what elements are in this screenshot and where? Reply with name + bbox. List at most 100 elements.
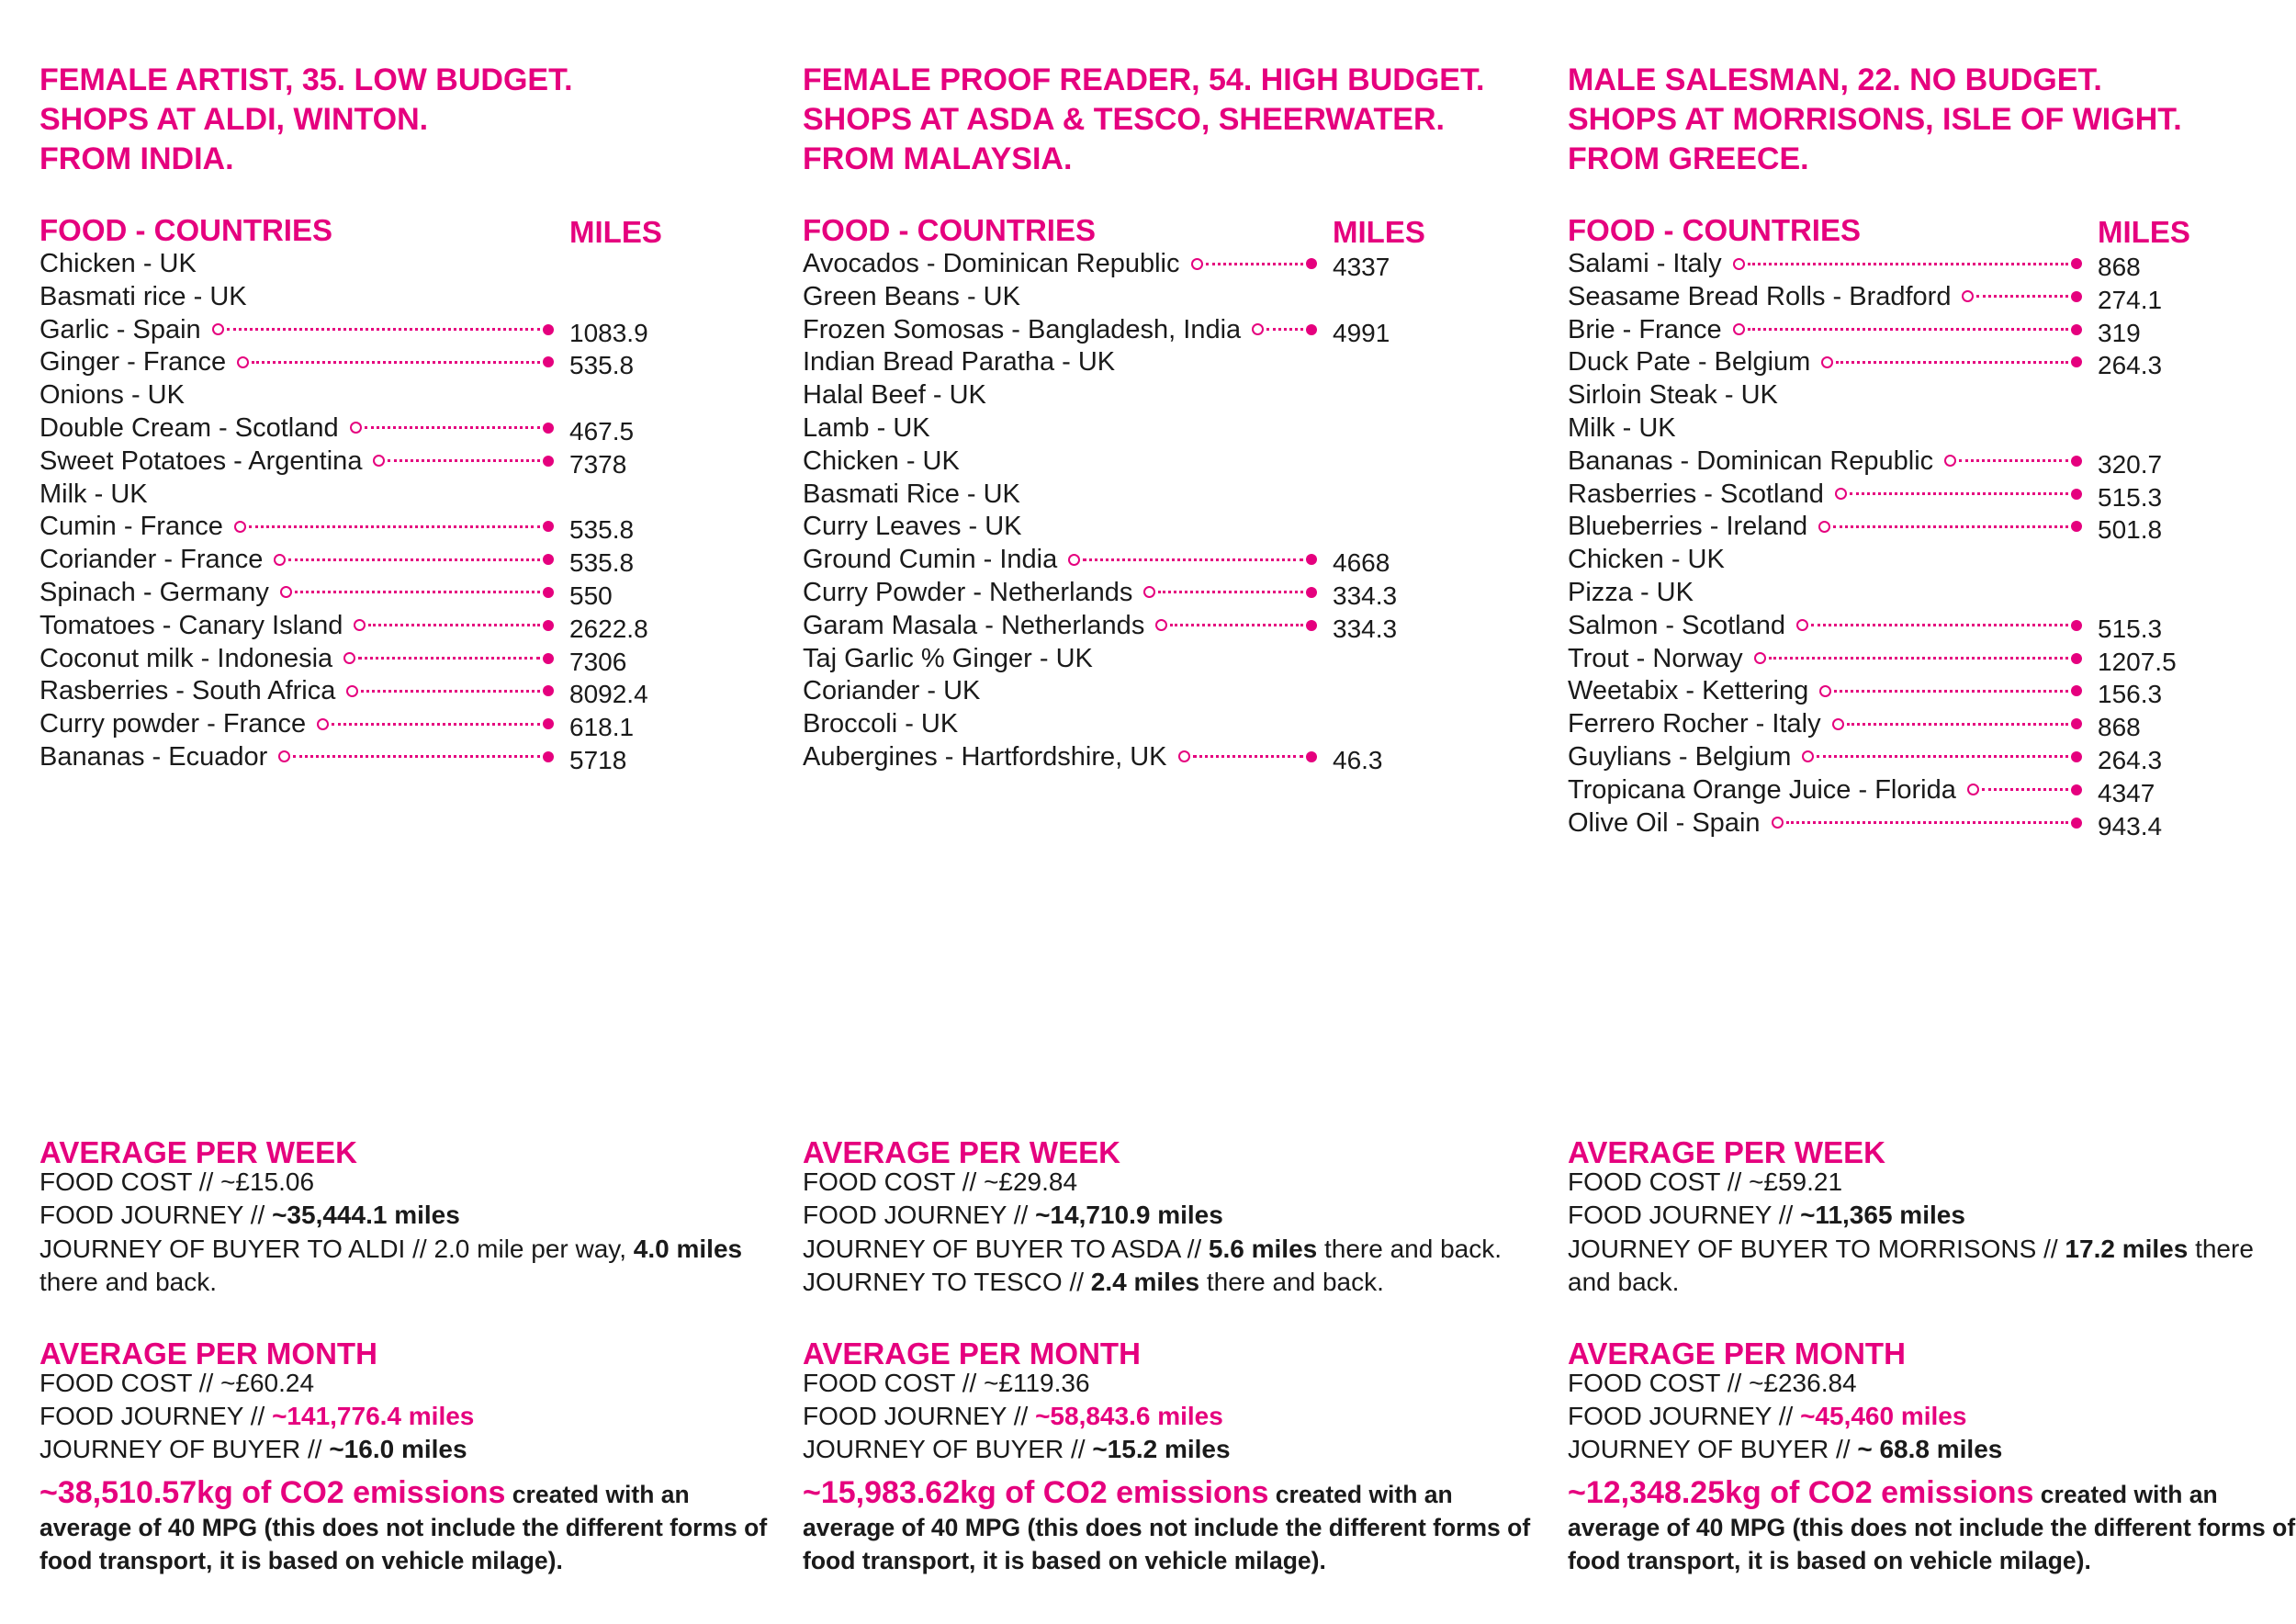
food-row: Taj Garlic % Ginger - UK (803, 641, 1556, 674)
origin-dot-icon (1252, 323, 1264, 336)
origin-dot-icon (1068, 553, 1080, 566)
food-row: Indian Bread Paratha - UK (803, 344, 1556, 378)
month-food-cost-value: ~£119.36 (984, 1369, 1090, 1397)
origin-dot-icon (1835, 488, 1847, 501)
buyer-journey-segment: 5.6 miles (1208, 1235, 1318, 1263)
profile-column-proof-reader: FEMALE PROOF READER, 54. HIGH BUDGET. SH… (803, 0, 1556, 1624)
week-food-cost: FOOD COST // ~£15.06 (39, 1167, 315, 1196)
food-item-label: Halal Beef - UK (803, 380, 986, 411)
food-item-label: Coriander - UK (803, 676, 981, 706)
food-item-miles: 4991 (1333, 318, 1390, 347)
food-countries-header: FOOD - COUNTRIES (803, 213, 1096, 247)
dotted-leader-line (1959, 459, 2068, 463)
food-item-miles: 5718 (569, 745, 627, 774)
food-item-miles: 1207.5 (2098, 647, 2177, 676)
average-per-month-title: AVERAGE PER MONTH (803, 1336, 1141, 1370)
food-row: Milk - UK (1568, 411, 2296, 444)
food-item-label: Curry Leaves - UK (803, 512, 1022, 542)
profile-heading-line: FROM MALAYSIA. (803, 141, 1073, 176)
dotted-leader-line (368, 624, 540, 627)
food-row: Coriander - UK (803, 673, 1556, 706)
buyer-journey-segment: JOURNEY OF BUYER TO ALDI // 2.0 mile per… (39, 1235, 634, 1263)
profile-heading: FEMALE ARTIST, 35. LOW BUDGET. SHOPS AT … (39, 61, 573, 179)
food-item-label: Ground Cumin - India (803, 545, 1058, 575)
destination-dot-icon (2071, 258, 2082, 269)
dotted-leader-line (293, 755, 540, 759)
buyer-journey-segment: 17.2 miles (2065, 1235, 2189, 1263)
profile-heading-line: SHOPS AT MORRISONS, ISLE OF WIGHT. (1568, 102, 2182, 137)
food-row: Coriander - France 535.8 (39, 542, 793, 577)
food-list: Salami - Italy 868 Seasame Bread Rolls - B… (1568, 246, 2296, 840)
food-item-miles: 4347 (2098, 778, 2155, 807)
destination-dot-icon (2071, 817, 2082, 829)
food-item-miles: 618.1 (569, 713, 635, 742)
food-item-miles: 156.3 (2098, 680, 2163, 709)
destination-dot-icon (2071, 323, 2082, 335)
food-item-miles: 7306 (569, 647, 627, 676)
profile-heading-line: FROM INDIA. (39, 141, 234, 176)
month-buyer-journey: JOURNEY OF BUYER // ~16.0 miles (39, 1435, 467, 1463)
food-row: Bananas - Ecuador 5718 (39, 739, 793, 774)
destination-dot-icon (2071, 488, 2082, 500)
origin-dot-icon (237, 355, 249, 368)
food-item-label: Tropicana Orange Juice - Florida (1568, 774, 1956, 805)
food-item-miles: 501.8 (2098, 515, 2163, 545)
food-item-miles: 320.7 (2098, 449, 2163, 479)
profile-heading-line: SHOPS AT ALDI, WINTON. (39, 102, 429, 137)
food-item-label: Green Beans - UK (803, 281, 1020, 311)
food-row: Guylians - Belgium 264.3 (1568, 739, 2296, 774)
food-item-label: Weetabix - Kettering (1568, 676, 1809, 706)
month-food-journey: FOOD JOURNEY // ~141,776.4 miles (39, 1402, 475, 1430)
food-item-miles: 535.8 (569, 515, 635, 545)
profile-column-salesman: MALE SALESMAN, 22. NO BUDGET. SHOPS AT M… (1568, 0, 2296, 1624)
dotted-leader-line (227, 328, 540, 332)
month-food-journey-value: ~58,843.6 miles (1035, 1402, 1223, 1430)
food-row: Basmati Rice - UK (803, 477, 1556, 510)
destination-dot-icon (1306, 554, 1317, 566)
average-per-week-title: AVERAGE PER WEEK (1568, 1135, 1885, 1169)
week-food-cost: FOOD COST // ~£29.84 (803, 1167, 1078, 1196)
origin-dot-icon (346, 684, 358, 697)
food-item-miles: 4337 (1333, 253, 1390, 281)
food-item-label: Broccoli - UK (803, 709, 959, 739)
food-row: Ferrero Rocher - Italy 868 (1568, 706, 2296, 741)
destination-dot-icon (543, 356, 554, 368)
food-row: Curry Powder - Netherlands 334.3 (803, 575, 1556, 610)
food-item-label: Bananas - Ecuador (39, 741, 268, 772)
origin-dot-icon (1962, 290, 1974, 303)
week-food-journey: FOOD JOURNEY // ~11,365 miles (1568, 1201, 1965, 1229)
dotted-leader-line (1748, 262, 2068, 265)
miles-header: MILES (569, 215, 662, 249)
origin-dot-icon (1832, 717, 1844, 730)
food-item-label: Curry powder - France (39, 709, 307, 739)
dotted-leader-line (1850, 492, 2068, 496)
dotted-leader-line (1158, 591, 1303, 594)
food-item-miles: 4668 (1333, 548, 1390, 578)
destination-dot-icon (543, 750, 554, 762)
food-row: Blueberries - Ireland 501.8 (1568, 509, 2296, 544)
destination-dot-icon (543, 718, 554, 730)
destination-dot-icon (1306, 750, 1317, 762)
week-buyer-journey: JOURNEY OF BUYER TO ASDA // 5.6 miles th… (803, 1233, 1537, 1299)
food-item-miles: 264.3 (2098, 745, 2163, 774)
profile-heading-line: SHOPS AT ASDA & TESCO, SHEERWATER. (803, 102, 1445, 137)
dotted-leader-line (1976, 295, 2068, 299)
month-food-journey: FOOD JOURNEY // ~45,460 miles (1568, 1402, 1967, 1430)
food-row: Basmati rice - UK (39, 279, 793, 312)
food-item-label: Garlic - Spain (39, 314, 201, 344)
food-row: Chicken - UK (1568, 542, 2296, 575)
food-item-label: Coriander - France (39, 545, 264, 575)
food-item-label: Basmati Rice - UK (803, 479, 1020, 509)
food-item-miles: 1083.9 (569, 318, 648, 347)
month-buyer-journey: JOURNEY OF BUYER // ~15.2 miles (803, 1435, 1231, 1463)
destination-dot-icon (2071, 455, 2082, 467)
dotted-leader-line (295, 591, 540, 594)
food-item-label: Chicken - UK (803, 445, 960, 476)
food-item-label: Bananas - Dominican Republic (1568, 445, 1934, 476)
origin-dot-icon (1819, 684, 1831, 697)
food-item-miles: 535.8 (569, 548, 635, 578)
origin-dot-icon (317, 717, 329, 730)
dotted-leader-line (1206, 262, 1303, 265)
food-row: Rasberries - South Africa 8092.4 (39, 673, 793, 708)
food-row: Cumin - France 535.8 (39, 509, 793, 544)
